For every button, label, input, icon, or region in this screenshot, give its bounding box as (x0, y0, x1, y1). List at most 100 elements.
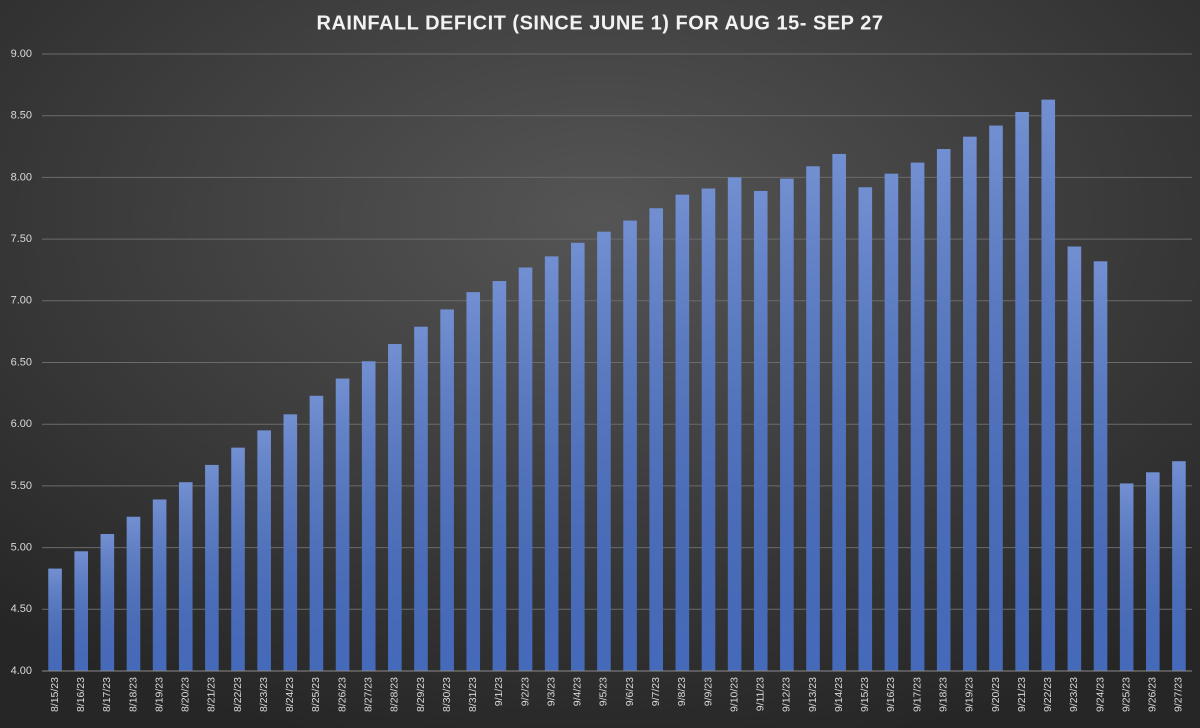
bar-shade (388, 343, 402, 671)
x-tick-label: 9/6/23 (624, 677, 636, 706)
bar (518, 267, 533, 671)
bar (989, 125, 1003, 671)
chart-title: RAINFALL DEFICIT (SINCE JUNE 1) FOR AUG … (317, 12, 884, 34)
bar (309, 395, 324, 671)
x-tick-label: 8/29/23 (415, 677, 427, 712)
y-tick-label: 8.50 (11, 110, 32, 122)
x-tick-label: 9/25/23 (1120, 677, 1132, 712)
bar-shade (1067, 246, 1082, 671)
bar (649, 208, 663, 671)
bar-shade (231, 447, 245, 671)
x-tick-label: 8/22/23 (232, 677, 244, 712)
bar-shade (544, 256, 559, 671)
bar (963, 136, 977, 672)
bar-shade (309, 395, 324, 671)
bar-shade (1015, 111, 1029, 672)
bar (806, 166, 820, 671)
bar (100, 534, 115, 671)
x-tick-label: 8/26/23 (336, 677, 348, 712)
x-tick-label: 8/27/23 (362, 677, 374, 712)
bar-shade (780, 178, 794, 671)
bar-shade (440, 309, 454, 671)
bar-shade (74, 551, 88, 671)
bar (910, 162, 925, 672)
bar-shade (492, 281, 507, 671)
y-tick-label: 8.00 (11, 171, 32, 183)
y-tick-label: 6.00 (11, 418, 32, 430)
bar (832, 153, 846, 672)
bar (1041, 99, 1056, 671)
bar (1146, 472, 1160, 671)
y-tick-label: 4.50 (11, 603, 32, 615)
y-tick-label: 7.00 (11, 295, 32, 307)
bar-shade (205, 464, 219, 671)
x-tick-label: 9/18/23 (937, 677, 949, 712)
bar-shade (126, 516, 141, 671)
x-tick-label: 9/27/23 (1173, 677, 1185, 712)
x-tick-label: 9/20/23 (990, 677, 1002, 712)
bar (1093, 261, 1108, 671)
bar (361, 361, 376, 671)
bar (858, 187, 873, 671)
y-tick-label: 6.50 (11, 356, 32, 368)
x-tick-label: 9/22/23 (1042, 677, 1054, 712)
x-tick-label: 8/16/23 (75, 677, 87, 712)
bar-shade (518, 267, 533, 671)
bar-shade (806, 166, 820, 671)
bar (675, 194, 690, 671)
x-tick-label: 9/17/23 (911, 677, 923, 712)
bar-shade (178, 482, 193, 671)
bar (231, 447, 245, 671)
bar-shade (989, 125, 1003, 671)
bar-shade (571, 242, 585, 671)
bar (205, 464, 219, 671)
bar (74, 551, 88, 671)
bar-shade (283, 414, 298, 671)
bar (335, 378, 350, 671)
x-tick-label: 8/25/23 (310, 677, 322, 712)
x-tick-label: 8/28/23 (389, 677, 401, 712)
x-tick-label: 8/31/23 (467, 677, 479, 712)
bar (178, 482, 193, 671)
bar (780, 178, 794, 671)
bar-shade (884, 173, 899, 671)
bar (48, 568, 62, 671)
x-tick-label: 8/15/23 (49, 677, 61, 712)
bar (152, 499, 167, 671)
bar (544, 256, 559, 671)
bar (414, 326, 428, 671)
x-tick-label: 9/7/23 (650, 677, 662, 706)
bar (1015, 111, 1029, 672)
bar-shade (675, 194, 690, 671)
bar-shade (963, 136, 977, 672)
bar-shade (335, 378, 350, 671)
x-tick-label: 8/20/23 (180, 677, 192, 712)
x-tick-label: 9/5/23 (598, 677, 610, 706)
bar-shade (753, 190, 768, 671)
x-tick-label: 8/23/23 (258, 677, 270, 712)
bar-shade (623, 220, 637, 671)
bar (884, 173, 899, 671)
bar-shade (649, 208, 663, 671)
y-tick-label: 5.00 (11, 542, 32, 554)
bar (1172, 461, 1186, 671)
bar-shade (701, 188, 716, 672)
x-tick-label: 8/17/23 (101, 677, 113, 712)
bar-shade (1119, 483, 1134, 671)
bar (283, 414, 298, 671)
x-tick-label: 8/19/23 (153, 677, 165, 712)
x-tick-label: 9/16/23 (885, 677, 897, 712)
x-tick-label: 9/11/23 (755, 677, 767, 711)
x-tick-label: 9/14/23 (833, 677, 845, 712)
bar-shade (257, 430, 271, 671)
x-tick-label: 8/21/23 (206, 677, 218, 712)
bar (571, 242, 585, 671)
bar (727, 177, 742, 671)
bar (936, 149, 951, 671)
bar-shade (910, 162, 925, 672)
y-tick-label: 5.50 (11, 480, 32, 492)
x-tick-label: 8/24/23 (284, 677, 296, 712)
bar-shade (936, 149, 951, 671)
